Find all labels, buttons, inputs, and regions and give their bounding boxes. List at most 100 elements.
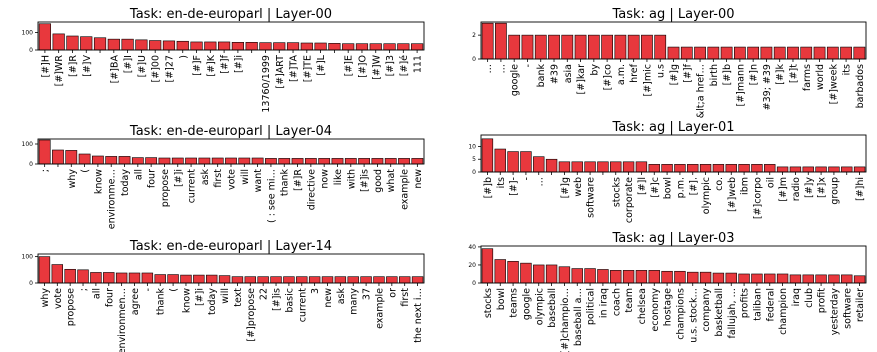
bar bbox=[128, 272, 141, 284]
chart-title: Task: ag | Layer-03 bbox=[611, 231, 734, 246]
bar bbox=[90, 272, 102, 284]
bar bbox=[107, 38, 120, 51]
bar bbox=[384, 158, 397, 165]
bar bbox=[815, 166, 827, 173]
bar bbox=[815, 274, 827, 284]
bar bbox=[587, 34, 600, 60]
x-tick-label: [#]propose bbox=[246, 288, 257, 342]
x-tick-label: new bbox=[323, 288, 334, 308]
bar bbox=[747, 46, 760, 60]
bar bbox=[115, 272, 128, 284]
plot-frame bbox=[37, 253, 425, 284]
x-tick-label: vote bbox=[227, 169, 238, 190]
bar bbox=[494, 148, 506, 173]
x-tick-label: web bbox=[573, 177, 584, 197]
x-tick-label: ask bbox=[200, 169, 211, 186]
bar bbox=[141, 272, 154, 284]
y-tick-label: 0 bbox=[472, 56, 476, 63]
x-tick-label: vote bbox=[53, 288, 64, 309]
x-tick-label: know bbox=[93, 169, 104, 194]
x-tick-label: or bbox=[387, 288, 398, 298]
x-tick-label: ( : see mi… bbox=[266, 169, 277, 223]
bar bbox=[764, 164, 776, 173]
bar bbox=[584, 161, 596, 173]
x-tick-label: co. bbox=[714, 177, 725, 191]
bar bbox=[802, 166, 814, 173]
bar bbox=[534, 34, 547, 60]
x-tick-label: [#]F bbox=[192, 55, 203, 76]
y-tick-label: 0 bbox=[472, 280, 476, 287]
bar bbox=[38, 256, 51, 284]
bar bbox=[789, 166, 802, 173]
bar bbox=[360, 276, 372, 284]
bar bbox=[38, 139, 51, 165]
bar bbox=[369, 43, 382, 51]
x-tick-label: thank bbox=[156, 288, 167, 316]
x-tick-label: company bbox=[701, 288, 712, 332]
x-tick-label: stocks bbox=[483, 288, 494, 318]
x-tick-label: google bbox=[521, 288, 532, 320]
bar bbox=[205, 274, 218, 284]
bar bbox=[167, 274, 179, 284]
x-tick-label: [#]27 bbox=[164, 55, 175, 82]
bar bbox=[344, 158, 357, 165]
bar bbox=[38, 23, 51, 51]
x-tick-label: [#]mann bbox=[735, 64, 746, 107]
x-tick-label: [#]ART bbox=[275, 55, 286, 89]
bar bbox=[121, 38, 134, 51]
x-tick-label: software bbox=[586, 177, 597, 218]
x-tick-label: profit bbox=[817, 288, 828, 314]
x-tick-label: all bbox=[91, 288, 102, 299]
x-tick-label: - bbox=[521, 177, 532, 180]
x-tick-label: today bbox=[120, 169, 131, 196]
bar bbox=[520, 262, 532, 284]
x-tick-label: 111 bbox=[413, 55, 424, 73]
bar bbox=[162, 40, 176, 51]
bar bbox=[558, 266, 571, 284]
x-tick-label: [#]U bbox=[137, 55, 148, 77]
x-tick-label: good bbox=[373, 169, 384, 193]
x-tick-label: club bbox=[804, 288, 815, 308]
x-tick-label: directive bbox=[306, 169, 317, 210]
bar bbox=[92, 155, 104, 165]
bar bbox=[383, 43, 396, 51]
bar bbox=[211, 157, 224, 165]
bar bbox=[627, 34, 640, 60]
bar bbox=[270, 276, 282, 284]
chart-panel-3: Task: ag | Layer-01 0 5 10 [#]b its [#]- -… [#]g… bbox=[468, 120, 867, 223]
y-tick-label: 100 bbox=[22, 30, 34, 37]
x-tick-label: all bbox=[133, 169, 144, 180]
bar bbox=[65, 150, 78, 165]
bar bbox=[584, 268, 596, 284]
bar bbox=[641, 34, 653, 60]
x-tick-label: propose bbox=[160, 169, 171, 207]
x-tick-label: political bbox=[586, 288, 597, 325]
x-tick-label: google bbox=[510, 64, 521, 96]
x-tick-label: birth bbox=[709, 64, 720, 86]
x-tick-label: asia bbox=[563, 64, 574, 83]
bar bbox=[545, 158, 558, 173]
bar bbox=[318, 158, 331, 165]
bar bbox=[131, 157, 144, 165]
x-tick-label: its bbox=[842, 64, 853, 75]
bar bbox=[135, 39, 148, 51]
x-tick-label: ask bbox=[336, 288, 347, 305]
y-tick-label: 10 bbox=[468, 143, 476, 150]
x-tick-label: in iraq bbox=[598, 288, 609, 318]
x-tick-label: [#]b bbox=[483, 177, 494, 198]
x-tick-label: fallujah, … bbox=[727, 288, 738, 339]
bar bbox=[265, 158, 277, 165]
bar bbox=[386, 276, 398, 284]
x-tick-label: first bbox=[400, 288, 411, 307]
bar bbox=[654, 34, 667, 60]
bar bbox=[145, 157, 158, 165]
x-tick-label: [#]k bbox=[775, 64, 786, 85]
bar bbox=[355, 43, 369, 51]
bar bbox=[712, 164, 725, 173]
x-tick-label: economy bbox=[650, 288, 661, 332]
x-tick-label: what bbox=[386, 169, 397, 193]
bar bbox=[558, 161, 571, 173]
x-tick-label: - bbox=[523, 64, 534, 67]
